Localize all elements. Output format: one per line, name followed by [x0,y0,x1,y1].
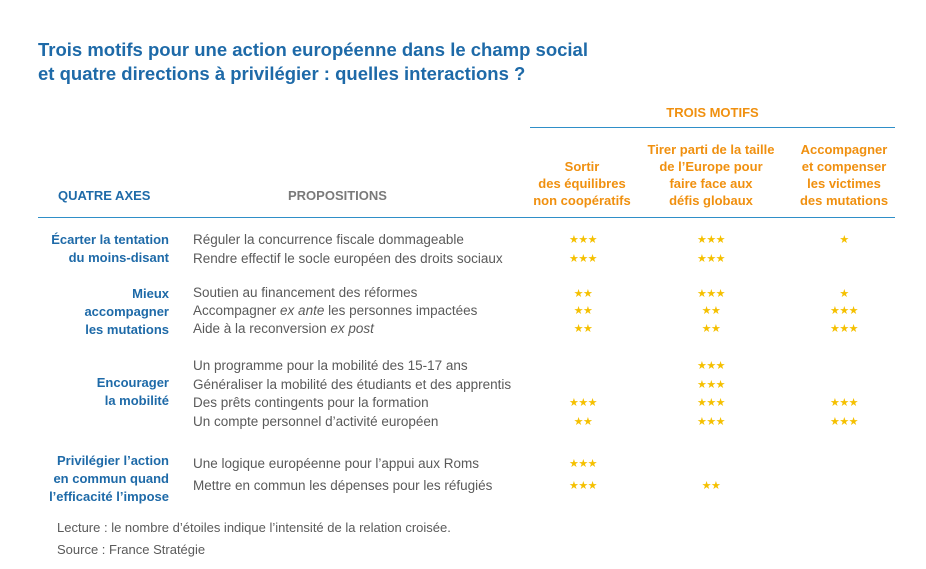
motif-3-line: les victimes [807,176,881,191]
motifs-header: TROIS MOTIFS [666,105,759,120]
axis-label-line: du moins-disant [68,250,169,265]
proposition-text: les personnes impactées [324,303,478,318]
proposition-italic: ex ante [280,303,325,318]
star-rating-3: ★★★ [696,416,726,428]
axis-label: Encourager la mobilité [97,374,169,410]
proposition: Mettre en commun les dépenses pour les r… [193,478,493,493]
proposition: Des prêts contingents pour la formation [193,395,429,410]
star-rating-2: ★★ [573,323,593,335]
header-divider [38,217,895,218]
star-rating-3: ★★★ [696,360,726,372]
title-line-2: et quatre directions à privilégier : que… [38,63,526,84]
axis-label-line: Encourager [96,375,169,390]
star-rating-3: ★★★ [568,253,598,265]
star-rating-3: ★★★ [696,379,726,391]
star-rating-3: ★★★ [696,288,726,300]
proposition: Accompagner ex ante les personnes impact… [193,302,477,319]
axis-label: Privilégier l’action en commun quand l’e… [49,452,169,506]
star-rating-1: ★ [839,234,849,246]
motif-1-header: Sortir des équilibres non coopératifs [520,158,644,209]
motif-1-line: Sortir [564,159,600,174]
star-rating-3: ★★★ [829,323,859,335]
motif-3-line: des mutations [799,193,889,208]
star-rating-2: ★★ [701,323,721,335]
star-rating-3: ★★★ [568,480,598,492]
motif-3-line: Accompagner [800,142,888,157]
star-rating-1: ★ [839,288,849,300]
star-rating-3: ★★★ [696,253,726,265]
star-rating-2: ★★ [701,480,721,492]
proposition: Rendre effectif le socle européen des dr… [193,251,503,266]
title-line-1: Trois motifs pour une action européenne … [38,39,588,60]
lecture-note: Lecture : le nombre d’étoiles indique l’… [57,520,451,535]
star-rating-3: ★★★ [829,397,859,409]
axes-column-header: QUATRE AXES [58,188,151,203]
proposition: Soutien au financement des réformes [193,285,418,300]
proposition: Aide à la reconversion ex post [193,320,374,337]
star-rating-3: ★★★ [829,305,859,317]
proposition: Une logique européenne pour l’appui aux … [193,456,479,471]
motif-1-line: des équilibres [538,176,626,191]
axis-label-line: les mutations [85,322,169,337]
motif-2-line: défis globaux [669,193,753,208]
axis-label-line: Écarter la tentation [51,232,169,247]
motifs-divider [530,127,895,128]
star-rating-3: ★★★ [829,416,859,428]
motif-3-line: et compenser [801,159,887,174]
star-rating-3: ★★★ [568,458,598,470]
axis-label-line: en commun quand [53,471,169,486]
axis-label-line: accompagner [84,304,169,319]
motif-2-line: de l’Europe pour [659,159,763,174]
page-title: Trois motifs pour une action européenne … [38,38,588,86]
axis-label-line: l’efficacité l’impose [49,489,169,504]
star-rating-2: ★★ [573,305,593,317]
proposition-text: Accompagner [193,303,281,318]
motif-3-header: Accompagner et compenser les victimes de… [784,141,904,209]
star-rating-2: ★★ [701,305,721,317]
star-rating-3: ★★★ [568,234,598,246]
star-rating-3: ★★★ [696,234,726,246]
axis-label-line: Privilégier l’action [57,453,169,468]
motif-2-header: Tirer parti de la taille de l’Europe pou… [630,141,792,209]
proposition: Un programme pour la mobilité des 15-17 … [193,358,468,373]
star-rating-2: ★★ [573,416,593,428]
motif-2-line: faire face aux [669,176,753,191]
star-rating-3: ★★★ [696,397,726,409]
axis-label: Mieux accompagner les mutations [84,285,169,339]
proposition: Un compte personnel d’activité européen [193,414,439,429]
proposition: Généraliser la mobilité des étudiants et… [193,377,512,392]
proposition-text: Aide à la reconversion [193,321,331,336]
star-rating-2: ★★ [573,288,593,300]
star-rating-3: ★★★ [568,397,598,409]
proposition-italic: ex post [330,321,374,336]
axis-label-line: la mobilité [104,393,169,408]
axis-label-line: Mieux [132,286,169,301]
propositions-column-header: PROPOSITIONS [288,188,387,203]
source-note: Source : France Stratégie [57,542,206,557]
motif-1-line: non coopératifs [533,193,631,208]
motif-2-line: Tirer parti de la taille [647,142,775,157]
proposition: Réguler la concurrence fiscale dommageab… [193,232,464,247]
axis-label: Écarter la tentation du moins-disant [51,231,169,267]
